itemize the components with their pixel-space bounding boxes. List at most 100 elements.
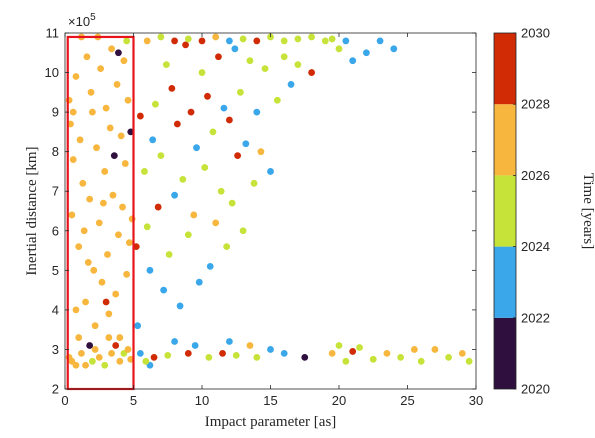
data-point [287,81,295,88]
data-point [204,92,211,100]
data-point [335,342,343,349]
data-point [87,88,95,96]
data-point [75,334,83,341]
data-point [184,35,192,43]
data-point [250,179,258,187]
data-point [83,53,91,61]
colorbar-band [494,175,516,247]
data-point [136,112,144,120]
x-tick-label: 25 [400,393,414,408]
data-point [410,346,418,353]
data-point [417,357,425,365]
data-point [369,355,377,363]
data-point [160,286,168,294]
colorbar: 2020 2022 2024 2026 2028 2030 [493,26,550,397]
data-point [397,353,405,361]
x-axis-title: Impact parameter [as] [205,414,337,430]
data-point [101,168,109,175]
data-point [171,37,179,45]
data-point [115,231,122,239]
data-point [91,322,99,330]
data-point [184,231,192,239]
data-point [363,49,370,57]
data-point [257,148,265,156]
colorbar-tick-label: 2028 [521,97,550,112]
data-point [72,361,80,369]
data-point [162,61,170,69]
data-point [89,357,96,365]
data-point [215,53,222,61]
y-exponent-label: ×105 [68,12,96,29]
data-point [150,353,158,361]
data-point [273,96,281,104]
y-axis: 2 3 4 5 6 7 8 9 10 11 [45,26,476,397]
data-point [143,37,151,45]
data-point [101,361,109,369]
data-point [98,278,106,286]
data-point [217,187,225,195]
data-point [108,45,115,53]
data-point [294,35,302,43]
data-point [294,61,302,69]
data-point [308,69,315,76]
data-point [78,350,85,357]
data-point [157,152,165,160]
data-point [116,357,124,365]
x-tick-label: 5 [130,393,137,408]
data-point [212,219,220,227]
colorbar-band [494,104,516,176]
data-point [187,108,195,116]
y-tick-label: 3 [52,342,59,357]
data-point [69,156,77,163]
data-point [356,344,363,351]
data-point [234,152,242,160]
data-point [226,338,233,345]
data-point [184,350,192,357]
data-point [154,203,162,211]
x-tick-label: 15 [263,393,277,408]
data-point [198,37,206,45]
data-point [239,227,247,235]
data-point [112,342,120,349]
y-tick-label: 8 [52,144,59,159]
data-point [383,350,391,357]
data-point [80,227,88,235]
data-point [68,211,76,219]
colorbar-band [494,317,516,389]
data-point [220,104,228,112]
data-point [121,160,129,167]
data-point [165,251,173,258]
data-point [465,357,473,365]
data-point [149,136,157,144]
data-point [308,33,315,41]
data-point [328,35,336,43]
data-point [267,346,274,353]
colorbar-tick-label: 2024 [521,239,550,254]
data-point [108,350,115,357]
data-point [117,132,125,140]
data-point [176,302,184,310]
data-point [104,251,111,258]
data-point [106,124,114,132]
data-point [69,108,77,116]
data-point [112,290,120,298]
data-point [102,104,110,112]
data-point [79,179,87,187]
data-point [95,353,103,361]
data-point [123,270,131,278]
data-point [328,350,336,357]
data-point [152,100,159,108]
data-point [171,338,179,345]
data-point [109,191,117,199]
data-point [239,35,247,43]
data-point [205,353,213,361]
data-point [72,306,80,314]
data-point [116,334,124,341]
colorbar-tick-label: 2022 [521,310,550,325]
data-point [141,168,148,175]
x-tick-label: 20 [332,393,346,408]
colorbar-frame [493,32,517,390]
data-point [82,298,89,306]
y-tick-label: 11 [46,26,60,41]
data-point [342,37,350,45]
